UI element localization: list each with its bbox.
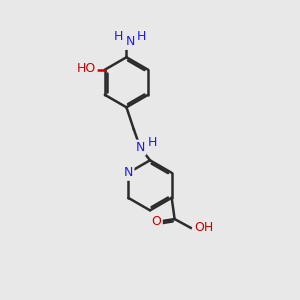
- Text: H: H: [113, 29, 123, 43]
- Text: HO: HO: [77, 62, 96, 75]
- Text: N: N: [124, 166, 133, 179]
- Text: OH: OH: [194, 221, 213, 234]
- Text: O: O: [152, 215, 161, 229]
- Text: H: H: [137, 29, 146, 43]
- Text: H: H: [148, 136, 157, 149]
- Text: N: N: [136, 141, 145, 154]
- Text: N: N: [125, 35, 135, 48]
